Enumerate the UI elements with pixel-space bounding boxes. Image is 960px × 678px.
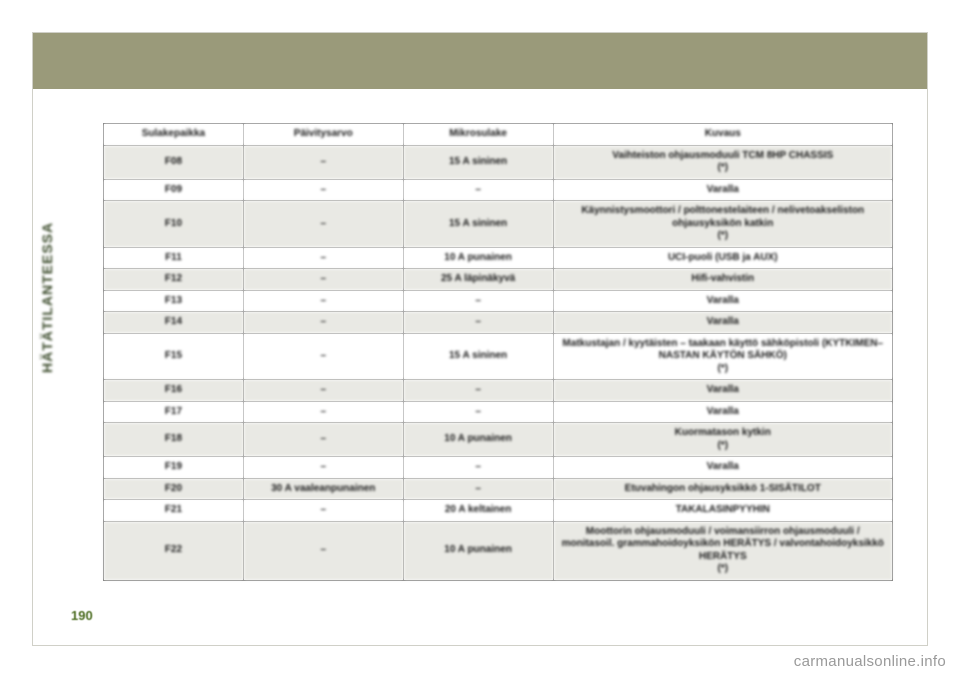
- table-row: F19––Varalla: [104, 457, 893, 479]
- table-row: F11–10 A punainenUCI-puoli (USB ja AUX): [104, 247, 893, 269]
- table-cell: UCI-puoli (USB ja AUX): [553, 247, 893, 269]
- table-cell: Varalla: [553, 179, 893, 201]
- table-cell: –: [243, 521, 403, 580]
- table-cell: Hifi-vahvistin: [553, 269, 893, 291]
- table-cell: TAKALASINPYYHIN: [553, 500, 893, 522]
- table-cell: –: [403, 478, 553, 500]
- table-cell: F18: [104, 423, 244, 457]
- table-cell: F10: [104, 201, 244, 248]
- table-cell: –: [243, 269, 403, 291]
- table-row: F2030 A vaaleanpunainen–Etuvahingon ohja…: [104, 478, 893, 500]
- page-number: 190: [71, 608, 93, 623]
- fuse-table: Sulakepaikka Päivitysarvo Mikrosulake Ku…: [103, 123, 893, 581]
- col-header: Sulakepaikka: [104, 124, 244, 146]
- table-cell: 10 A punainen: [403, 521, 553, 580]
- table-cell: –: [243, 423, 403, 457]
- table-cell: F17: [104, 401, 244, 423]
- table-cell: F13: [104, 290, 244, 312]
- table-cell: –: [243, 500, 403, 522]
- table-row: F14––Varalla: [104, 312, 893, 334]
- table-cell: F11: [104, 247, 244, 269]
- table-cell: –: [403, 380, 553, 402]
- table-cell: –: [403, 457, 553, 479]
- table-cell: –: [243, 333, 403, 380]
- table-cell: –: [403, 290, 553, 312]
- table-cell: –: [243, 247, 403, 269]
- table-cell: Kuormatason kytkin(*): [553, 423, 893, 457]
- table-cell: –: [243, 201, 403, 248]
- table-cell: 15 A sininen: [403, 201, 553, 248]
- table-cell: F12: [104, 269, 244, 291]
- table-cell: 10 A punainen: [403, 247, 553, 269]
- table-cell: –: [243, 179, 403, 201]
- source-link: carmanualsonline.info: [794, 653, 946, 670]
- table-cell: Moottorin ohjausmoduuli / voimansiirron …: [553, 521, 893, 580]
- table-row: F09––Varalla: [104, 179, 893, 201]
- table-header-row: Sulakepaikka Päivitysarvo Mikrosulake Ku…: [104, 124, 893, 146]
- table-row: F08–15 A sininenVaihteiston ohjausmoduul…: [104, 145, 893, 179]
- table-row: F22–10 A punainenMoottorin ohjausmoduuli…: [104, 521, 893, 580]
- table-cell: Matkustajan / kyytäisten – taakaan käytt…: [553, 333, 893, 380]
- table-cell: –: [243, 145, 403, 179]
- table-row: F13––Varalla: [104, 290, 893, 312]
- table-cell: –: [403, 179, 553, 201]
- table-cell: 30 A vaaleanpunainen: [243, 478, 403, 500]
- table-cell: 10 A punainen: [403, 423, 553, 457]
- table-row: F16––Varalla: [104, 380, 893, 402]
- col-header: Kuvaus: [553, 124, 893, 146]
- col-header: Mikrosulake: [403, 124, 553, 146]
- table-cell: 15 A sininen: [403, 145, 553, 179]
- table-cell: –: [243, 380, 403, 402]
- table-cell: –: [243, 312, 403, 334]
- table-row: F15–15 A sininenMatkustajan / kyytäisten…: [104, 333, 893, 380]
- table-cell: –: [243, 290, 403, 312]
- table-cell: Varalla: [553, 401, 893, 423]
- table-cell: Varalla: [553, 380, 893, 402]
- manual-page: HÄTÄTILANTEESSA Sulakepaikka Päivitysarv…: [32, 32, 928, 646]
- section-label: HÄTÄTILANTEESSA: [39, 222, 55, 373]
- table-cell: F08: [104, 145, 244, 179]
- table-cell: 15 A sininen: [403, 333, 553, 380]
- table-cell: –: [243, 401, 403, 423]
- table-cell: F16: [104, 380, 244, 402]
- table-cell: Vaihteiston ohjausmoduuli TCM 8HP CHASSI…: [553, 145, 893, 179]
- table-row: F18–10 A punainenKuormatason kytkin(*): [104, 423, 893, 457]
- table-row: F17––Varalla: [104, 401, 893, 423]
- table-cell: Varalla: [553, 457, 893, 479]
- col-header: Päivitysarvo: [243, 124, 403, 146]
- table-cell: F20: [104, 478, 244, 500]
- table-cell: Varalla: [553, 312, 893, 334]
- table-row: F10–15 A sininenKäynnistysmoottori / pol…: [104, 201, 893, 248]
- table-cell: –: [243, 457, 403, 479]
- table-cell: F19: [104, 457, 244, 479]
- top-color-band: [33, 33, 927, 89]
- table-cell: –: [403, 312, 553, 334]
- table-row: F21–20 A keltainenTAKALASINPYYHIN: [104, 500, 893, 522]
- table-cell: 25 A läpinäkyvä: [403, 269, 553, 291]
- table-cell: Käynnistysmoottori / polttonestelaiteen …: [553, 201, 893, 248]
- table-cell: F15: [104, 333, 244, 380]
- table-cell: F14: [104, 312, 244, 334]
- fuse-table-wrap: Sulakepaikka Päivitysarvo Mikrosulake Ku…: [103, 123, 893, 581]
- table-cell: F09: [104, 179, 244, 201]
- table-cell: 20 A keltainen: [403, 500, 553, 522]
- table-cell: F21: [104, 500, 244, 522]
- table-cell: Etuvahingon ohjausyksikkö 1-SISÄTILOT: [553, 478, 893, 500]
- table-cell: –: [403, 401, 553, 423]
- table-cell: Varalla: [553, 290, 893, 312]
- table-row: F12–25 A läpinäkyväHifi-vahvistin: [104, 269, 893, 291]
- table-cell: F22: [104, 521, 244, 580]
